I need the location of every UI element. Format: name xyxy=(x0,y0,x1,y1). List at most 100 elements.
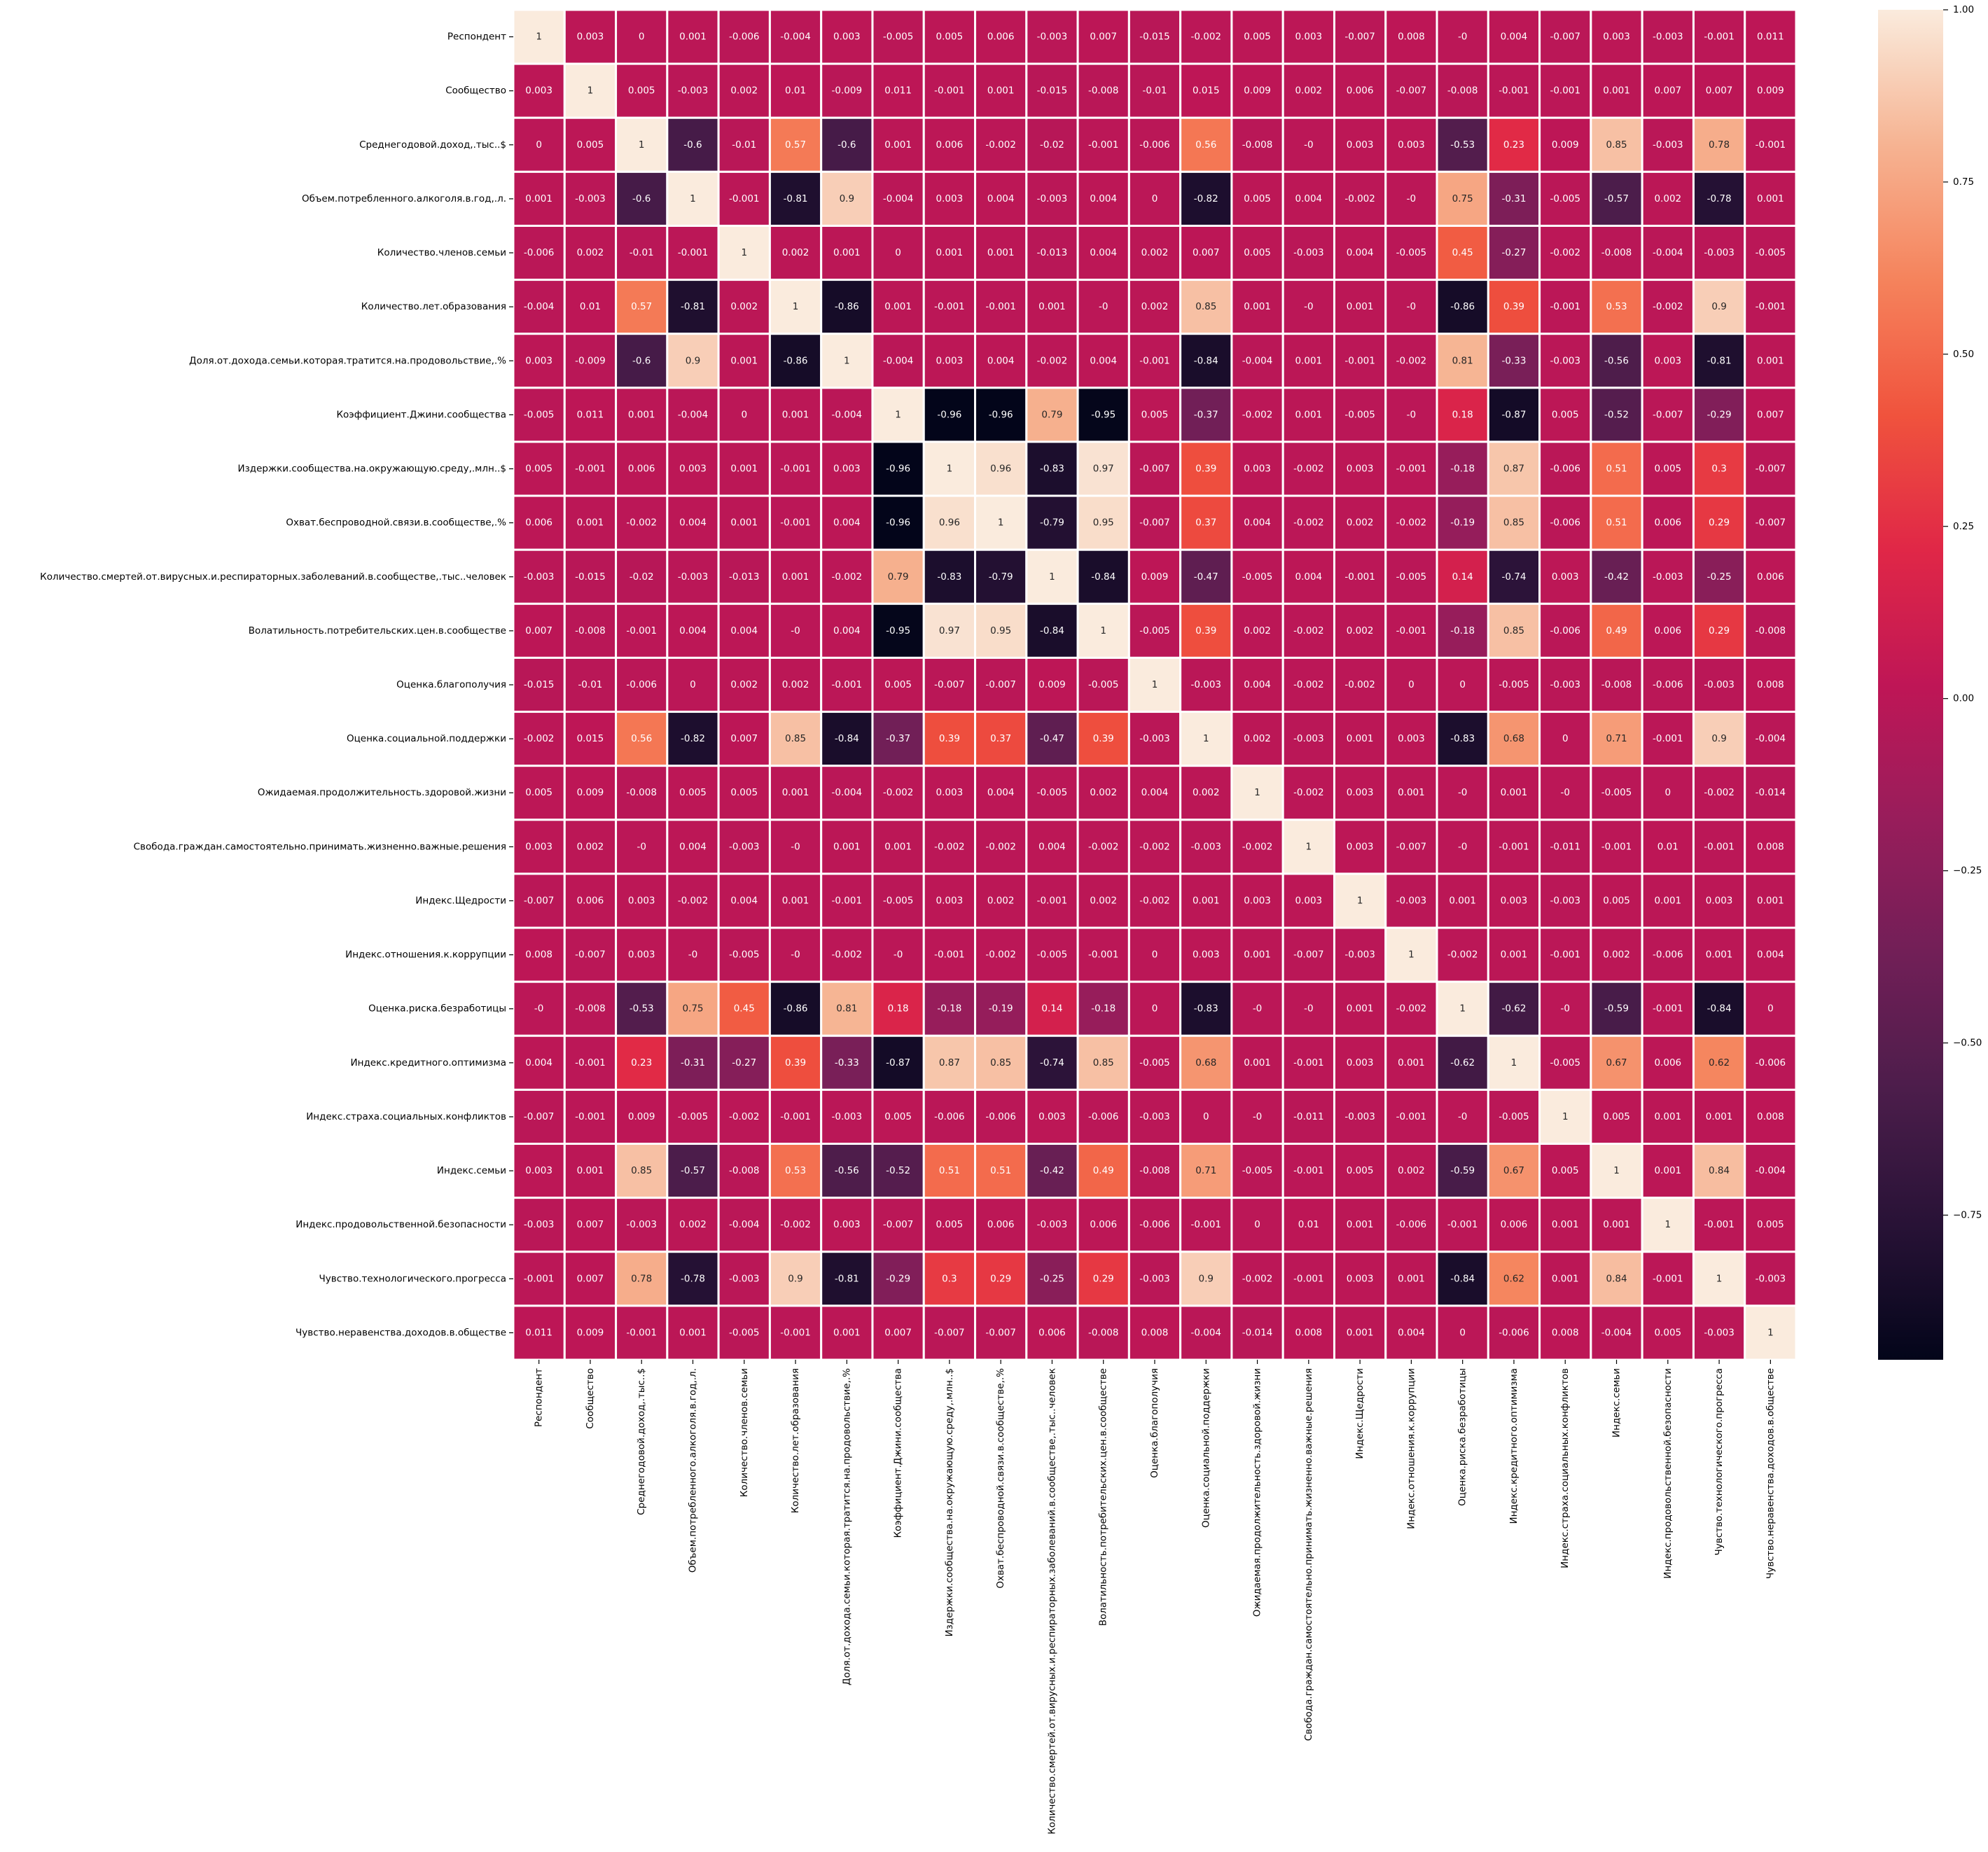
cell-value-label: -0.002 xyxy=(1242,409,1273,420)
cell-value-label: 0.002 xyxy=(730,301,758,312)
cell-value-label: 0.62 xyxy=(1709,1057,1730,1068)
heatmap-cell xyxy=(1025,926,1079,983)
cell-value-label: -0.003 xyxy=(626,1219,657,1230)
cell-value-label: 0.002 xyxy=(1244,733,1271,744)
cell-value-label: 0 xyxy=(1562,733,1569,744)
cell-value-label: -0.002 xyxy=(1396,517,1427,529)
heatmap-cell xyxy=(1692,279,1746,335)
heatmap-cell xyxy=(974,440,1028,497)
cell-value-label: 0.97 xyxy=(1093,464,1114,475)
heatmap-cell xyxy=(768,980,823,1037)
cell-value-label: -0.004 xyxy=(832,409,863,420)
heatmap-cell xyxy=(1281,548,1335,605)
heatmap-cell xyxy=(1179,440,1233,497)
cell-value-label: -0 xyxy=(534,1003,543,1015)
heatmap-cell xyxy=(1127,980,1182,1037)
x-tick-label: Издержки.сообщества.на.окружающую.среду,… xyxy=(944,1368,955,1637)
cell-value-label: 0.56 xyxy=(631,733,652,744)
x-tick-label: Ожидаемая.продолжительность.здоровой.жиз… xyxy=(1252,1368,1263,1617)
cell-value-label: -0.005 xyxy=(1499,679,1529,690)
cell-value-label: 0.79 xyxy=(1041,409,1062,420)
cell-value-label: 0.009 xyxy=(1757,85,1784,97)
y-tick-label: Свобода.граждан.самостоятельно.принимать… xyxy=(134,841,506,852)
cell-value-label: -0.53 xyxy=(630,1003,654,1015)
cell-value-label: 0.006 xyxy=(1654,625,1681,636)
heatmap-cell xyxy=(922,980,977,1037)
cell-value-label: -0.003 xyxy=(1550,355,1580,366)
cell-value-label: -0.002 xyxy=(1088,841,1119,852)
y-tick-label: Коэффициент.Джини.сообщества xyxy=(336,409,506,420)
cell-value-label: -0.007 xyxy=(575,949,606,961)
cell-value-label: 0.005 xyxy=(730,787,758,798)
heatmap-cell xyxy=(768,116,823,173)
cell-value-label: 0.001 xyxy=(1295,409,1323,420)
heatmap-cell xyxy=(820,1197,874,1253)
cell-value-label: 0.003 xyxy=(833,1219,861,1230)
cell-value-label: -0.001 xyxy=(780,517,811,529)
cell-value-label: 0.39 xyxy=(1195,625,1216,636)
heatmap-cell xyxy=(1590,1034,1643,1091)
cell-value-label: 1 xyxy=(1716,1273,1723,1284)
cell-value-label: -0.004 xyxy=(1601,1327,1632,1338)
colorbar-tick-label: 1.00 xyxy=(1953,4,1974,15)
cell-value-label: 0.008 xyxy=(525,949,552,961)
heatmap-cell xyxy=(1692,1088,1746,1146)
heatmap-cell xyxy=(563,1197,618,1253)
cell-value-label: -0.003 xyxy=(524,571,555,583)
cell-value-label: -0.015 xyxy=(524,679,555,690)
cell-value-label: -0.86 xyxy=(835,301,859,312)
cell-value-label: -0.84 xyxy=(835,733,859,744)
heatmap-cell xyxy=(820,440,874,497)
cell-value-label: 0.004 xyxy=(1501,32,1528,43)
cell-value-label: 0.85 xyxy=(1606,139,1627,151)
cell-value-label: 0.003 xyxy=(1552,571,1579,583)
cell-value-label: -0.005 xyxy=(678,1111,709,1122)
heatmap-cell xyxy=(666,980,720,1037)
heatmap-cell xyxy=(1025,1304,1079,1361)
cell-value-label: 0.003 xyxy=(833,32,861,43)
y-tick-label: Индекс.отношения.к.коррупции xyxy=(345,949,506,961)
cell-value-label: 1 xyxy=(1306,841,1312,852)
cell-value-label: -0.29 xyxy=(1707,409,1732,420)
colorbar-tick-label: −0.50 xyxy=(1953,1038,1982,1049)
y-tick-label: Чувство.неравенства.доходов.в.обществе xyxy=(296,1327,506,1338)
heatmap-cell xyxy=(1076,440,1130,497)
cell-value-label: 0.85 xyxy=(990,1057,1011,1068)
cell-value-label: -0.007 xyxy=(1396,841,1427,852)
cell-value-label: 0.49 xyxy=(1606,625,1627,636)
cell-value-label: 0.23 xyxy=(631,1057,652,1068)
cell-value-label: 0.002 xyxy=(987,895,1015,906)
cell-value-label: 0.85 xyxy=(631,1165,652,1176)
heatmap-cell xyxy=(1281,116,1335,173)
cell-value-label: 0.006 xyxy=(1654,1057,1681,1068)
cell-value-label: 1 xyxy=(588,85,594,97)
cell-value-label: 1 xyxy=(1408,949,1414,961)
cell-value-label: -0.001 xyxy=(524,1273,555,1284)
cell-value-label: 0.003 xyxy=(1603,32,1630,43)
x-tick-label: Сообщество xyxy=(585,1368,596,1429)
cell-value-label: -0.008 xyxy=(575,625,606,636)
heatmap-cell xyxy=(1436,765,1489,821)
x-tick-label: Охват.беспроводной.связи.в.сообществе,.% xyxy=(995,1368,1006,1589)
heatmap-cell xyxy=(1179,8,1233,65)
cell-value-label: -0.02 xyxy=(630,571,654,583)
y-tick-label: Сообщество xyxy=(445,85,506,97)
heatmap-cell xyxy=(1744,602,1798,659)
cell-value-label: -0.002 xyxy=(883,787,914,798)
heatmap-cell xyxy=(666,279,720,335)
heatmap-cell xyxy=(1744,819,1798,875)
cell-value-label: 0.004 xyxy=(730,625,758,636)
heatmap-cell xyxy=(871,1304,925,1361)
cell-value-label: -0.83 xyxy=(937,571,961,583)
x-tick-label: Оценка.социальной.поддержки xyxy=(1200,1368,1211,1528)
cell-value-label: 1 xyxy=(1100,625,1106,636)
cell-value-label: 0 xyxy=(536,139,542,151)
cell-value-label: -0.005 xyxy=(524,409,555,420)
cell-value-label: -0.008 xyxy=(1088,85,1119,97)
heatmap-cell xyxy=(1281,872,1335,929)
cell-value-label: -0.007 xyxy=(1396,85,1427,97)
cell-value-label: -0.001 xyxy=(1344,355,1375,366)
colorbar-tick-label: 0.00 xyxy=(1953,693,1974,704)
cell-value-label: -0.001 xyxy=(1191,1219,1222,1230)
cell-value-label: 0.002 xyxy=(782,247,809,258)
